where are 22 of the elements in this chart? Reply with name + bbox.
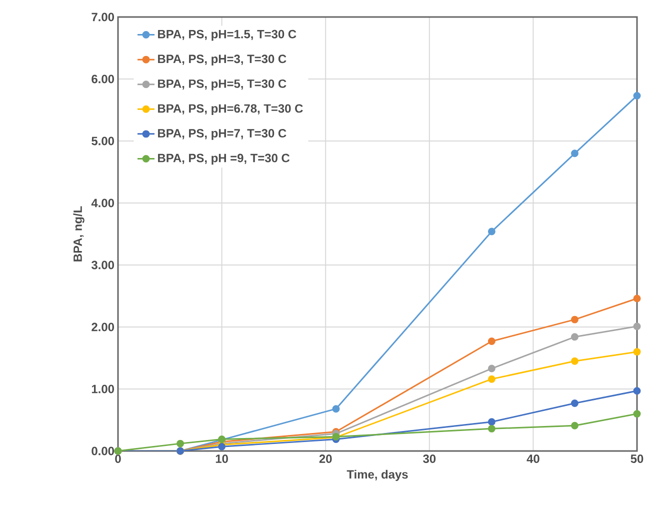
y-tick-label: 7.00 xyxy=(92,12,114,22)
x-tick-label: 50 xyxy=(630,454,644,463)
y-tick-label: 6.00 xyxy=(92,74,114,84)
y-tick-label: 3.00 xyxy=(91,260,114,270)
x-tick-label: 40 xyxy=(526,454,540,463)
legend-label: BPA, PS, pH=7, T=30 C xyxy=(158,129,286,140)
y-tick-label: 5.00 xyxy=(92,136,114,146)
legend-label: BPA, PS, pH=6.78, T=30 C xyxy=(158,104,303,116)
legend-label: BPA, PS, pH=5, T=30 C xyxy=(158,79,286,90)
x-tick-label: 10 xyxy=(216,454,228,463)
y-tick-label: 2.00 xyxy=(92,322,114,332)
x-tick-label: 20 xyxy=(319,454,332,463)
y-tick-label: 4.00 xyxy=(91,198,114,208)
y-tick-label: 1.00 xyxy=(92,384,114,394)
x-axis-title: Time, days xyxy=(346,470,408,481)
x-tick-label: 0 xyxy=(115,454,121,463)
legend-label: BPA, PS, pH=1.5, T=30 C xyxy=(158,30,296,41)
legend-label: BPA, PS, pH =9, T=30 C xyxy=(158,154,290,165)
x-tick-label: 30 xyxy=(423,454,436,464)
legend-label: BPA, PS, pH=3, T=30 C xyxy=(158,54,286,66)
y-axis-title: BPA, ng/L xyxy=(73,206,84,262)
y-tick-label: 0.00 xyxy=(92,446,114,456)
